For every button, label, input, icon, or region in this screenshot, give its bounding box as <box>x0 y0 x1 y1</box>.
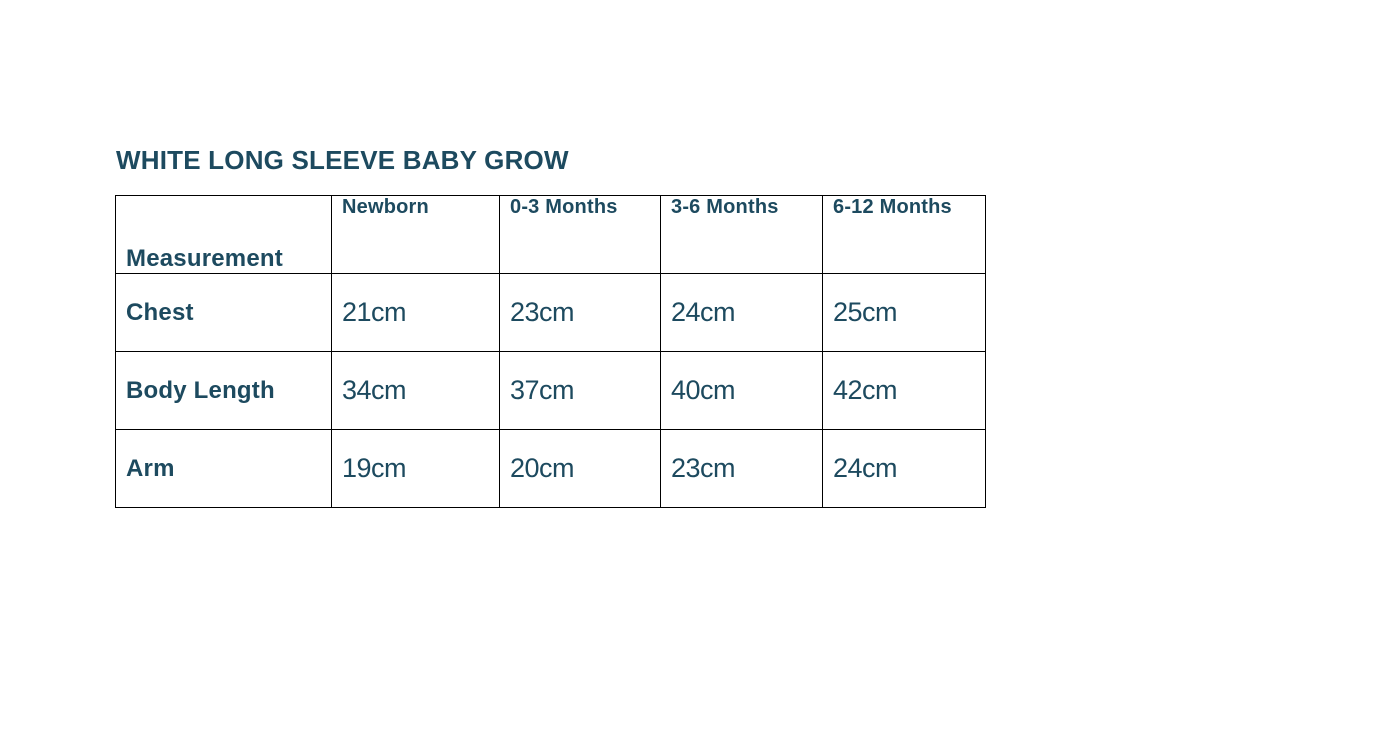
table-row-body-length: Body Length 34cm 37cm 40cm 42cm <box>115 351 986 430</box>
table-cell: 21cm <box>331 273 500 352</box>
column-header-newborn: Newborn <box>331 195 500 274</box>
table-cell: 37cm <box>499 351 661 430</box>
table-row-chest: Chest 21cm 23cm 24cm 25cm <box>115 273 986 352</box>
table-cell: 25cm <box>822 273 986 352</box>
size-table-body: Chest 21cm 23cm 24cm 25cm Body Length 34… <box>115 273 986 508</box>
row-label-chest: Chest <box>115 273 332 352</box>
page-title: WHITE LONG SLEEVE BABY GROW <box>116 145 569 175</box>
size-guide-section: WHITE LONG SLEEVE BABY GROW Measurement … <box>115 145 986 508</box>
column-header-6-12-months: 6-12 Months <box>822 195 986 274</box>
table-cell: 24cm <box>822 429 986 508</box>
row-label-body-length: Body Length <box>115 351 332 430</box>
column-header-measurement: Measurement <box>115 195 332 274</box>
column-header-3-6-months: 3-6 Months <box>660 195 823 274</box>
table-cell: 19cm <box>331 429 500 508</box>
table-cell: 34cm <box>331 351 500 430</box>
table-cell: 42cm <box>822 351 986 430</box>
row-label-arm: Arm <box>115 429 332 508</box>
size-table-header: Measurement Newborn 0-3 Months 3-6 Month… <box>115 195 986 274</box>
table-cell: 23cm <box>660 429 823 508</box>
header-row: Measurement Newborn 0-3 Months 3-6 Month… <box>115 195 986 274</box>
table-cell: 23cm <box>499 273 661 352</box>
table-cell: 40cm <box>660 351 823 430</box>
table-cell: 24cm <box>660 273 823 352</box>
table-row-arm: Arm 19cm 20cm 23cm 24cm <box>115 429 986 508</box>
size-table: Measurement Newborn 0-3 Months 3-6 Month… <box>115 195 986 508</box>
table-cell: 20cm <box>499 429 661 508</box>
column-header-0-3-months: 0-3 Months <box>499 195 661 274</box>
